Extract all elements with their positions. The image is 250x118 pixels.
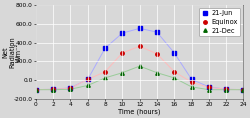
21-Jun (104, 47, 106, 49)
21-Dec (225, 89, 228, 90)
Equinox (207, 87, 210, 88)
21-Jun (138, 28, 141, 29)
21-Dec (52, 89, 55, 90)
21-Jun (86, 79, 89, 80)
Equinox (86, 79, 89, 80)
21-Jun (242, 89, 245, 90)
21-Jun (69, 87, 72, 88)
21-Dec (156, 72, 158, 73)
21-Jun (156, 31, 158, 33)
X-axis label: Time (hours): Time (hours) (118, 109, 161, 115)
21-Dec (104, 77, 106, 79)
Equinox (121, 52, 124, 54)
Equinox (104, 71, 106, 72)
Equinox (52, 88, 55, 90)
21-Dec (86, 85, 89, 86)
21-Dec (190, 86, 193, 88)
21-Jun (121, 32, 124, 34)
21-Dec (173, 77, 176, 79)
21-Jun (190, 79, 193, 80)
Y-axis label: Net
Radiation
Wm⁻²: Net Radiation Wm⁻² (3, 36, 22, 68)
Equinox (138, 46, 141, 47)
Legend: 21-Jun, Equinox, 21-Dec: 21-Jun, Equinox, 21-Dec (199, 8, 240, 36)
21-Dec (121, 72, 124, 73)
Equinox (173, 71, 176, 72)
21-Dec (34, 89, 37, 90)
Equinox (156, 53, 158, 55)
21-Jun (225, 88, 228, 90)
21-Dec (242, 89, 245, 90)
21-Jun (173, 52, 176, 54)
Equinox (242, 89, 245, 90)
Line: 21-Dec: 21-Dec (34, 64, 245, 91)
Equinox (190, 81, 193, 83)
Line: Equinox: Equinox (34, 45, 245, 91)
21-Dec (69, 88, 72, 90)
21-Dec (207, 89, 210, 90)
Line: 21-Jun: 21-Jun (34, 27, 245, 91)
21-Jun (34, 89, 37, 90)
21-Jun (52, 88, 55, 90)
Equinox (34, 89, 37, 90)
21-Dec (138, 65, 141, 67)
Equinox (69, 88, 72, 89)
Equinox (225, 88, 228, 90)
21-Jun (207, 86, 210, 88)
